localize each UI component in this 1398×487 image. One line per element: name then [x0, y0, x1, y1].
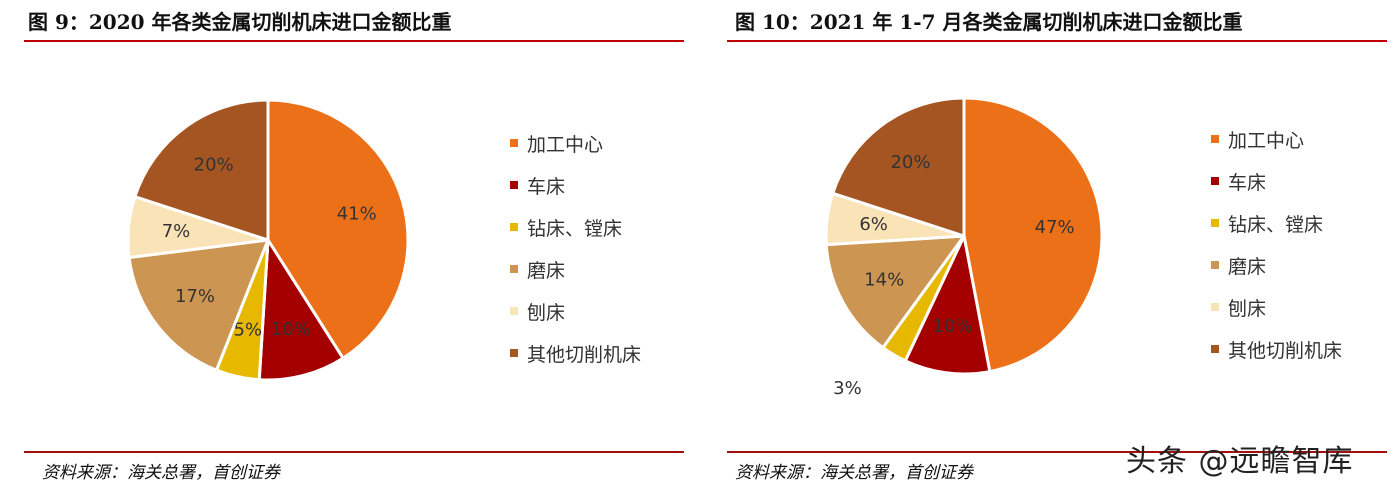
legend-label: 车床 [527, 175, 566, 198]
legend-label: 磨床 [1228, 255, 1267, 278]
legend-swatch [510, 223, 518, 231]
chart-legend: 加工中心车床钻床、镗床磨床刨床其他切削机床 [510, 122, 641, 374]
source-note: 资料来源：海关总署，首创证券 [42, 463, 280, 483]
slice-data-label: 10% [933, 316, 973, 337]
legend-label: 磨床 [527, 259, 566, 282]
legend-swatch [510, 181, 518, 189]
title-divider [24, 40, 684, 42]
slice-data-label: 20% [890, 152, 930, 173]
chart-title: 图 10：2021 年 1-7 月各类金属切削机床进口金额比重 [735, 10, 1243, 34]
pie-slice [962, 96, 1104, 374]
legend-label: 其他切削机床 [527, 343, 642, 366]
legend-item: 车床 [510, 164, 641, 206]
pie-chart-2021: 47% 10% 3% 14% 6% 20% [824, 96, 1104, 399]
pie-chart-2020: 41% 10% 5% 17% 7% 20% [126, 98, 410, 382]
pie-slice [127, 238, 270, 372]
legend-item: 磨床 [510, 248, 641, 290]
legend-item: 钻床、镗床 [1211, 202, 1342, 244]
legend-item: 加工中心 [510, 122, 641, 164]
pie-slice [903, 234, 992, 376]
slice-data-label: 47% [1035, 217, 1075, 238]
pie-slice [831, 96, 966, 238]
watermark: 头条 @远瞻智库 [1126, 444, 1354, 479]
legend-label: 钻床、镗床 [1228, 213, 1324, 236]
legend-label: 刨床 [1228, 297, 1267, 320]
pie-slice [257, 238, 345, 382]
slice-data-label: 3% [833, 378, 862, 399]
legend-label: 其他切削机床 [1228, 339, 1343, 362]
legend-swatch [1211, 303, 1219, 311]
slice-data-label: 17% [175, 286, 215, 307]
legend-swatch [1211, 177, 1219, 185]
legend-swatch [1211, 135, 1219, 143]
source-note: 资料来源：海关总署，首创证券 [735, 463, 973, 483]
legend-swatch [1211, 261, 1219, 269]
legend-swatch [1211, 219, 1219, 227]
footer-divider [24, 451, 684, 453]
legend-swatch [510, 307, 518, 315]
legend-swatch [510, 349, 518, 357]
legend-item: 车床 [1211, 160, 1342, 202]
chart-panel-2020: 图 9：2020 年各类金属切削机床进口金额比重 41% 10% 5% 17% 7% 20… [24, 10, 684, 483]
legend-swatch [1211, 345, 1219, 353]
legend-label: 钻床、镗床 [527, 217, 623, 240]
pie-slice [133, 98, 270, 242]
slice-data-label: 7% [162, 221, 191, 242]
footer-divider [727, 451, 1387, 453]
legend-item: 刨床 [510, 290, 641, 332]
legend-label: 加工中心 [1228, 129, 1305, 152]
chart-title: 图 9：2020 年各类金属切削机床进口金额比重 [28, 10, 452, 34]
legend-item: 磨床 [1211, 244, 1342, 286]
slice-data-label: 20% [194, 155, 234, 176]
legend-item: 其他切削机床 [510, 332, 641, 374]
pie-slice [824, 234, 966, 350]
slice-data-label: 14% [864, 269, 904, 290]
legend-item: 其他切削机床 [1211, 328, 1342, 370]
chart-legend: 加工中心车床钻床、镗床磨床刨床其他切削机床 [1211, 118, 1342, 370]
legend-item: 钻床、镗床 [510, 206, 641, 248]
title-divider [727, 40, 1387, 42]
legend-label: 加工中心 [527, 133, 604, 156]
slice-data-label: 5% [234, 320, 263, 341]
slice-data-label: 41% [337, 204, 377, 225]
legend-label: 车床 [1228, 171, 1267, 194]
legend-label: 刨床 [527, 301, 566, 324]
legend-item: 刨床 [1211, 286, 1342, 328]
slice-data-label: 6% [859, 214, 888, 235]
legend-swatch [510, 265, 518, 273]
chart-panel-2021: 图 10：2021 年 1-7 月各类金属切削机床进口金额比重 47% 10% 3%… [699, 0, 1398, 487]
legend-swatch [510, 139, 518, 147]
slice-data-label: 10% [271, 319, 311, 340]
legend-item: 加工中心 [1211, 118, 1342, 160]
